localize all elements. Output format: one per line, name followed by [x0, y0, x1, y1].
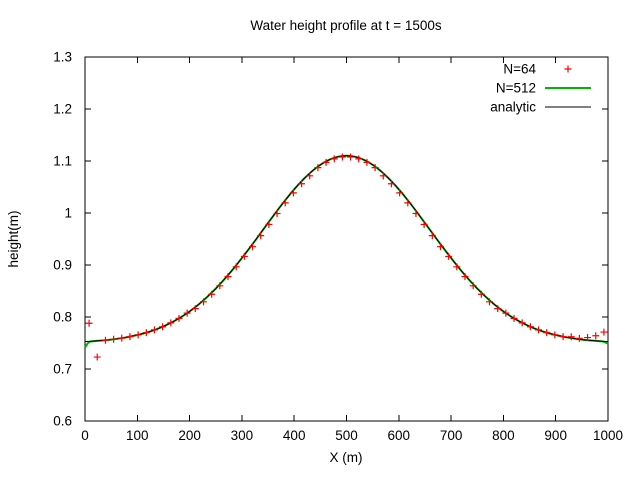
y-tick-label: 0.7 [53, 362, 72, 377]
series-points-n64 [85, 153, 608, 361]
y-tick-label: 1.2 [53, 102, 72, 117]
x-tick-label: 200 [178, 428, 201, 443]
x-tick-label: 1000 [593, 428, 623, 443]
y-tick-label: 1 [64, 206, 72, 221]
y-tick-label: 0.9 [53, 258, 72, 273]
y-tick-label: 0.6 [53, 414, 72, 429]
legend-sample-marker [564, 65, 572, 73]
x-tick-label: 800 [492, 428, 515, 443]
x-tick-label: 100 [126, 428, 149, 443]
series-line-n512 [84, 154, 609, 348]
x-tick-label: 600 [388, 428, 411, 443]
y-tick-label: 1.3 [53, 50, 72, 65]
y-axis-label: height(m) [6, 210, 21, 267]
legend-label-n64: N=64 [503, 62, 536, 77]
x-tick-label: 700 [440, 428, 463, 443]
legend-label-analytic: analytic [490, 100, 536, 115]
series-line-analytic [84, 155, 609, 343]
x-axis-label: X (m) [330, 450, 363, 465]
x-tick-label: 300 [231, 428, 254, 443]
y-tick-label: 0.8 [53, 310, 72, 325]
x-tick-label: 900 [544, 428, 567, 443]
legend-label-n512: N=512 [496, 81, 536, 96]
x-tick-label: 500 [335, 428, 358, 443]
y-tick-label: 1.1 [53, 154, 72, 169]
x-tick-label: 400 [283, 428, 306, 443]
x-tick-label: 0 [81, 428, 89, 443]
chart-title: Water height profile at t = 1500s [250, 18, 441, 33]
